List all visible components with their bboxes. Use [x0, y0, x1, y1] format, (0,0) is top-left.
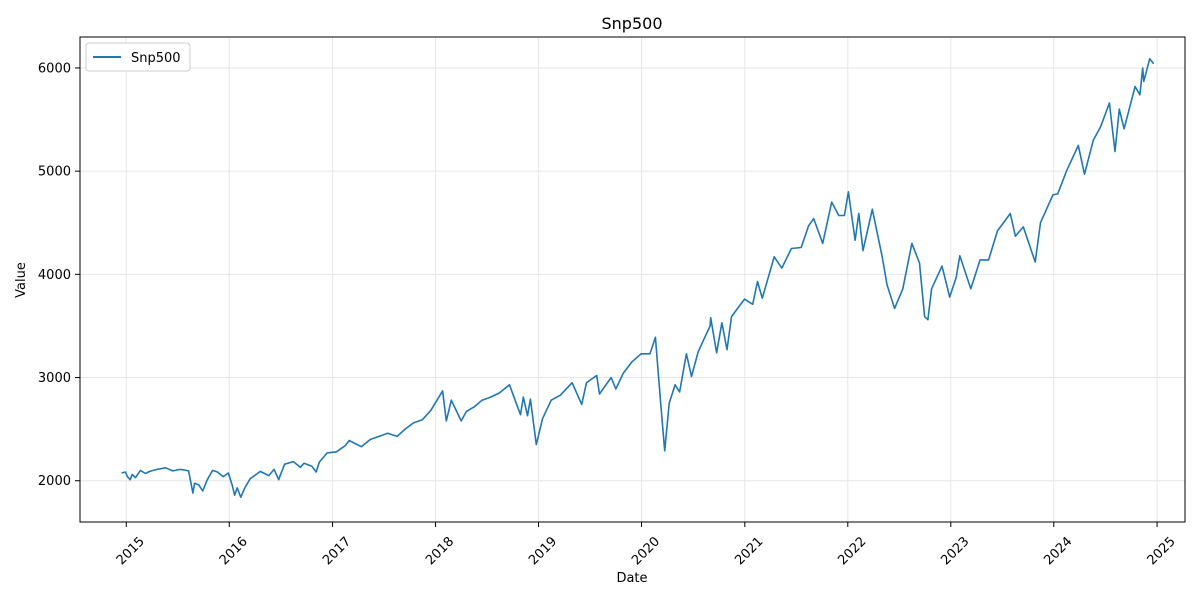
legend-frame [85, 42, 191, 72]
y-tick-label: 4000 [38, 268, 71, 283]
plot-frame [79, 36, 1186, 523]
grid [80, 37, 1185, 522]
chart-title: Snp500 [602, 14, 663, 33]
series-layer [121, 57, 1155, 499]
x-axis-label: Date [616, 571, 647, 586]
y-tick-label: 3000 [38, 371, 71, 386]
series-line-snp500 [121, 57, 1155, 499]
y-tick-label: 5000 [38, 165, 71, 180]
y-ticks: 2000 3000 4000 5000 6000 [38, 61, 80, 489]
y-axis-label: Value [14, 262, 29, 298]
y-tick-label: 6000 [38, 61, 71, 76]
y-tick-label: 2000 [38, 474, 71, 489]
legend: Snp500 [85, 42, 191, 72]
legend-label: Snp500 [131, 51, 181, 66]
